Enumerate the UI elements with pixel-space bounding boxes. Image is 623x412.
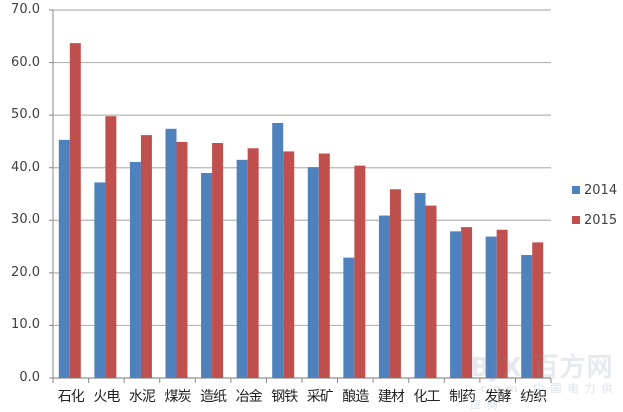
bar-2014 bbox=[378, 215, 390, 378]
bar-2014 bbox=[414, 192, 426, 378]
x-tick-label: 酿造 bbox=[342, 389, 369, 405]
y-tick-label: 70.0 bbox=[11, 2, 40, 17]
x-tick-label: 建材 bbox=[377, 389, 405, 405]
x-tick-label: 石化 bbox=[57, 389, 85, 405]
bar-2015 bbox=[425, 205, 437, 378]
watermark-sub: .com 中国电力供应商 bbox=[470, 382, 619, 411]
y-tick-label: 0.0 bbox=[19, 370, 40, 385]
x-tick-label: 火电 bbox=[93, 389, 120, 405]
bar-2015 bbox=[496, 229, 508, 378]
watermark-brand: BJX 百方网 bbox=[470, 353, 614, 383]
legend-label: 2015 bbox=[584, 213, 618, 228]
watermark: BJX 百方网 .com 中国电力供应商 bbox=[470, 347, 623, 412]
bar-2015 bbox=[69, 43, 81, 379]
legend-label: 2014 bbox=[584, 183, 618, 198]
bar-2015 bbox=[140, 135, 152, 378]
y-tick-label: 20.0 bbox=[11, 264, 40, 280]
x-tick-label: 水泥 bbox=[128, 389, 156, 405]
bar-2014 bbox=[450, 231, 462, 378]
y-tick-label: 10.0 bbox=[11, 317, 40, 333]
x-tick-label: 制药 bbox=[449, 389, 476, 405]
x-tick-label: 发酵 bbox=[484, 389, 512, 405]
bar-2014 bbox=[165, 128, 177, 378]
legend-item-2014: 2014 bbox=[572, 183, 617, 198]
y-tick-label: 60.0 bbox=[11, 54, 40, 70]
bar-2014 bbox=[307, 167, 319, 378]
x-tick-label: 钢铁 bbox=[271, 389, 298, 405]
x-tick-label: 煤炭 bbox=[164, 389, 192, 405]
bar-2015 bbox=[283, 151, 295, 378]
bar-2015 bbox=[532, 242, 544, 378]
bar-2015 bbox=[461, 227, 473, 378]
bar-2014 bbox=[201, 172, 213, 378]
x-tick-label: 冶金 bbox=[235, 389, 263, 405]
bar-2014 bbox=[236, 159, 248, 378]
bar-2015 bbox=[176, 141, 188, 378]
y-tick-label: 50.0 bbox=[11, 107, 40, 123]
bar-2015 bbox=[247, 148, 259, 378]
legend-item-2015: 2015 bbox=[572, 213, 617, 228]
x-tick-label: 纺织 bbox=[520, 389, 547, 405]
legend-swatch-2014 bbox=[572, 186, 580, 194]
x-tick-label: 化工 bbox=[413, 389, 441, 405]
bar-2014 bbox=[343, 257, 355, 378]
legend-swatch-2015 bbox=[572, 216, 580, 224]
bar-2015 bbox=[389, 189, 401, 378]
bar-2014 bbox=[94, 182, 106, 378]
x-tick-label: 采矿 bbox=[306, 389, 334, 405]
y-tick-label: 30.0 bbox=[11, 212, 40, 228]
bar-2014 bbox=[272, 123, 284, 379]
bar-2015 bbox=[105, 116, 117, 379]
bar-2014 bbox=[521, 254, 533, 378]
bar-2014 bbox=[58, 139, 70, 378]
bar-2015 bbox=[318, 153, 330, 378]
bar-2014 bbox=[129, 161, 141, 378]
bar-2014 bbox=[485, 236, 497, 378]
x-tick-label: 造纸 bbox=[200, 389, 227, 405]
bar-2015 bbox=[212, 143, 224, 378]
y-tick-label: 40.0 bbox=[11, 159, 40, 175]
bar-2015 bbox=[354, 165, 366, 378]
